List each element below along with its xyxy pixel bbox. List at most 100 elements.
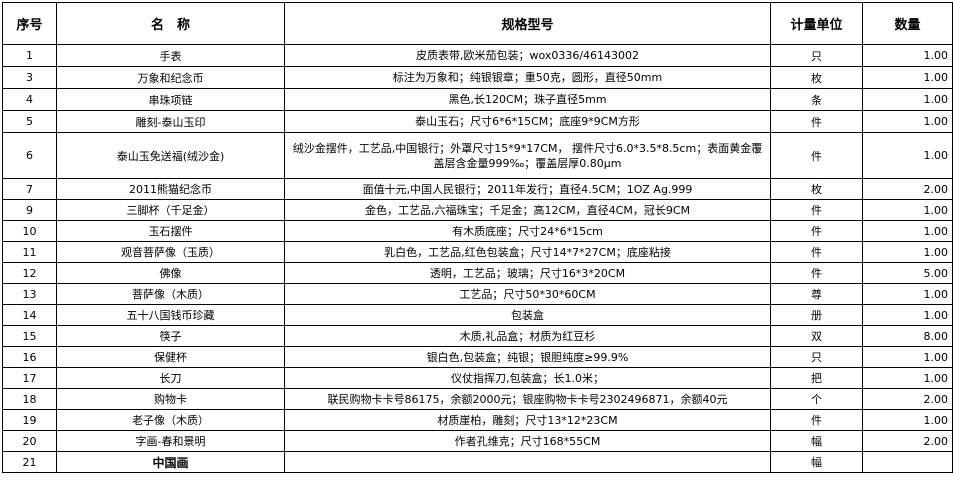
cell-no[interactable]: 13 (2, 283, 57, 305)
cell-spec[interactable]: 乳白色，工艺品,红色包装盒；尺寸14*7*27CM；底座粘接 (284, 241, 771, 263)
cell-unit[interactable]: 条 (770, 88, 863, 111)
cell-name[interactable]: 筷子 (56, 325, 285, 347)
header-name[interactable]: 名 称 (56, 2, 285, 45)
cell-name[interactable]: 购物卡 (56, 388, 285, 410)
cell-unit[interactable]: 只 (770, 44, 863, 67)
cell-spec[interactable]: 标注为万象和；纯银银章；重50克，圆形，直径50mm (284, 66, 771, 89)
cell-qty[interactable]: 8.00 (862, 325, 953, 347)
cell-spec[interactable]: 材质崖柏，雕刻；尺寸13*12*23CM (284, 409, 771, 431)
cell-name[interactable]: 观音菩萨像（玉质） (56, 241, 285, 263)
cell-unit[interactable]: 双 (770, 325, 863, 347)
cell-no[interactable]: 19 (2, 409, 57, 431)
cell-spec[interactable]: 工艺品；尺寸50*30*60CM (284, 283, 771, 305)
cell-name[interactable]: 串珠项链 (56, 88, 285, 111)
cell-no[interactable]: 9 (2, 199, 57, 221)
cell-qty[interactable]: 1.00 (862, 283, 953, 305)
cell-unit[interactable]: 枚 (770, 178, 863, 200)
cell-unit[interactable]: 把 (770, 367, 863, 389)
cell-no[interactable]: 11 (2, 241, 57, 263)
cell-name[interactable]: 保健杯 (56, 346, 285, 368)
cell-qty[interactable]: 1.00 (862, 132, 953, 179)
cell-no[interactable]: 14 (2, 304, 57, 326)
cell-name[interactable]: 字画-春和景明 (56, 430, 285, 452)
cell-qty[interactable]: 1.00 (862, 199, 953, 221)
cell-name[interactable]: 万象和纪念币 (56, 66, 285, 89)
cell-spec[interactable]: 仪仗指挥刀,包装盒；长1.0米； (284, 367, 771, 389)
cell-spec[interactable]: 木质,礼品盒；材质为红豆杉 (284, 325, 771, 347)
cell-qty[interactable]: 1.00 (862, 110, 953, 133)
cell-name[interactable]: 手表 (56, 44, 285, 67)
cell-spec[interactable]: 联民购物卡卡号86175，余额2000元；银座购物卡卡号2302496871，余… (284, 388, 771, 410)
header-spec[interactable]: 规格型号 (284, 2, 771, 45)
cell-name[interactable]: 雕刻-泰山玉印 (56, 110, 285, 133)
cell-no[interactable]: 6 (2, 132, 57, 179)
cell-unit[interactable]: 幅 (770, 451, 863, 473)
cell-name[interactable]: 中国画 (56, 451, 285, 473)
cell-no[interactable]: 10 (2, 220, 57, 242)
header-qty[interactable]: 数量 (862, 2, 953, 45)
cell-spec[interactable]: 金色，工艺品,六福珠宝；千足金；高12CM，直径4CM，冠长9CM (284, 199, 771, 221)
cell-no[interactable]: 3 (2, 66, 57, 89)
cell-qty[interactable]: 1.00 (862, 88, 953, 111)
cell-unit[interactable]: 幅 (770, 430, 863, 452)
cell-spec[interactable]: 有木质底座；尺寸24*6*15cm (284, 220, 771, 242)
cell-no[interactable]: 18 (2, 388, 57, 410)
cell-qty[interactable]: 5.00 (862, 262, 953, 284)
cell-spec[interactable]: 作者孔维克；尺寸168*55CM (284, 430, 771, 452)
cell-name[interactable]: 2011熊猫纪念币 (56, 178, 285, 200)
cell-qty[interactable]: 2.00 (862, 430, 953, 452)
cell-spec[interactable]: 透明，工艺品；玻璃；尺寸16*3*20CM (284, 262, 771, 284)
cell-unit[interactable]: 件 (770, 409, 863, 431)
cell-name[interactable]: 佛像 (56, 262, 285, 284)
cell-spec[interactable]: 银白色,包装盒；纯银；银胆纯度≥99.9% (284, 346, 771, 368)
cell-unit[interactable]: 件 (770, 262, 863, 284)
cell-qty[interactable]: 1.00 (862, 367, 953, 389)
cell-unit[interactable]: 件 (770, 132, 863, 179)
cell-unit[interactable]: 册 (770, 304, 863, 326)
cell-unit[interactable]: 个 (770, 388, 863, 410)
cell-unit[interactable]: 件 (770, 199, 863, 221)
cell-spec[interactable]: 面值十元,中国人民银行；2011年发行；直径4.5CM；1OZ Ag.999 (284, 178, 771, 200)
cell-name[interactable]: 老子像（木质） (56, 409, 285, 431)
cell-qty[interactable]: 2.00 (862, 178, 953, 200)
cell-unit[interactable]: 尊 (770, 283, 863, 305)
cell-qty[interactable]: 1.00 (862, 346, 953, 368)
cell-name[interactable]: 泰山玉免送福(绒沙金) (56, 132, 285, 179)
cell-qty[interactable]: 1.00 (862, 304, 953, 326)
cell-qty[interactable] (862, 451, 953, 473)
cell-spec[interactable]: 黑色,长120CM；珠子直径5mm (284, 88, 771, 111)
cell-unit[interactable]: 件 (770, 220, 863, 242)
cell-qty[interactable]: 1.00 (862, 44, 953, 67)
header-unit[interactable]: 计量单位 (770, 2, 863, 45)
cell-name[interactable]: 长刀 (56, 367, 285, 389)
cell-no[interactable]: 4 (2, 88, 57, 111)
cell-name[interactable]: 五十八国钱币珍藏 (56, 304, 285, 326)
cell-unit[interactable]: 只 (770, 346, 863, 368)
cell-spec[interactable]: 包装盒 (284, 304, 771, 326)
cell-unit[interactable]: 件 (770, 110, 863, 133)
cell-spec[interactable]: 绒沙金摆件，工艺品,中国银行；外罩尺寸15*9*17CM， 摆件尺寸6.0*3.… (284, 132, 771, 179)
cell-no[interactable]: 20 (2, 430, 57, 452)
header-no[interactable]: 序号 (2, 2, 57, 45)
cell-no[interactable]: 12 (2, 262, 57, 284)
cell-spec[interactable]: 皮质表带,欧米茄包装；wox0336/46143002 (284, 44, 771, 67)
cell-name[interactable]: 菩萨像（木质） (56, 283, 285, 305)
cell-no[interactable]: 1 (2, 44, 57, 67)
cell-no[interactable]: 15 (2, 325, 57, 347)
cell-no[interactable]: 7 (2, 178, 57, 200)
cell-name[interactable]: 三脚杯（千足金） (56, 199, 285, 221)
cell-no[interactable]: 16 (2, 346, 57, 368)
cell-spec[interactable] (284, 451, 771, 473)
cell-no[interactable]: 5 (2, 110, 57, 133)
cell-no[interactable]: 17 (2, 367, 57, 389)
cell-qty[interactable]: 1.00 (862, 66, 953, 89)
cell-qty[interactable]: 1.00 (862, 409, 953, 431)
cell-qty[interactable]: 2.00 (862, 388, 953, 410)
cell-no[interactable]: 21 (2, 451, 57, 473)
cell-unit[interactable]: 枚 (770, 66, 863, 89)
cell-qty[interactable]: 1.00 (862, 220, 953, 242)
cell-name[interactable]: 玉石摆件 (56, 220, 285, 242)
cell-qty[interactable]: 1.00 (862, 241, 953, 263)
cell-spec[interactable]: 泰山玉石；尺寸6*6*15CM；底座9*9CM方形 (284, 110, 771, 133)
cell-unit[interactable]: 件 (770, 241, 863, 263)
